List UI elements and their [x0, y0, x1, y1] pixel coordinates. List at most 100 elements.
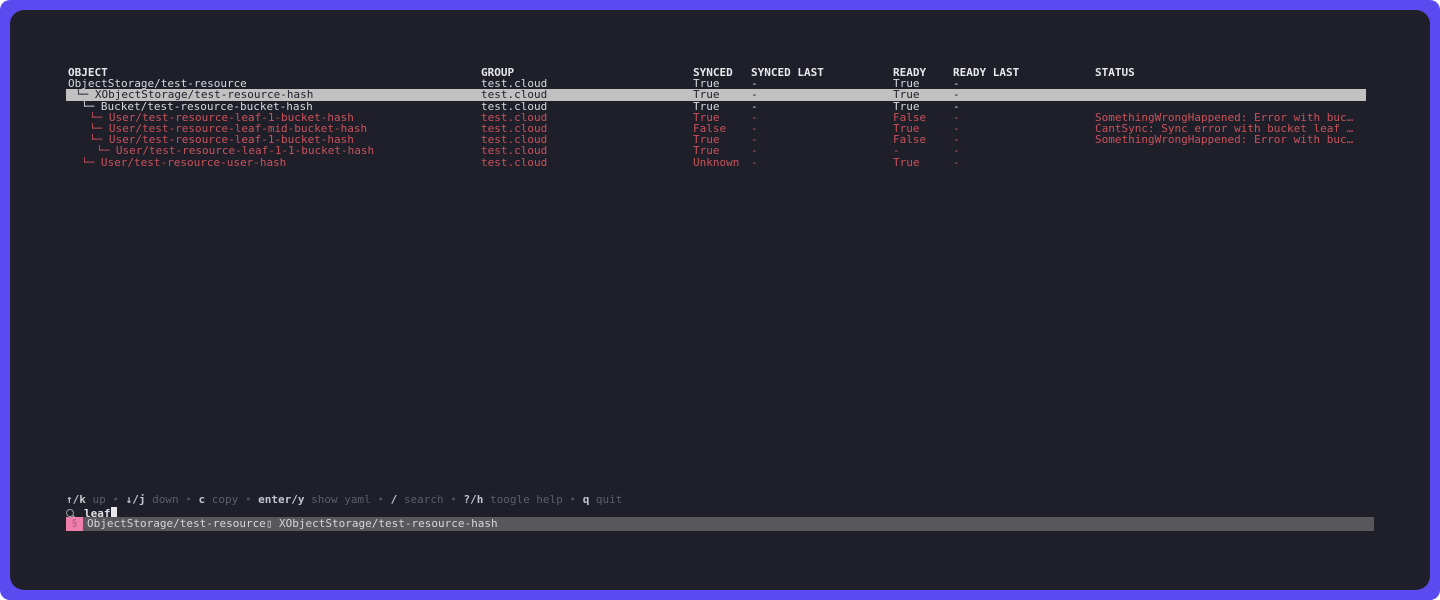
ready-last-cell: -: [953, 100, 960, 112]
resource-name: Bucket/test-resource-bucket-hash: [100, 100, 313, 112]
hint-key: ↓/j: [125, 493, 146, 506]
ready-last-cell: -: [953, 78, 960, 90]
hint-label: quit: [589, 493, 623, 506]
hint-separator: •: [178, 493, 199, 506]
resource-object-cell: ObjectStorage/test-resource: [68, 78, 481, 89]
ready-cell: True: [893, 78, 920, 90]
breadcrumb-badge-icon: §: [66, 517, 83, 531]
tree-branch-icon: └─: [89, 134, 109, 146]
hint-key: enter/y: [258, 493, 305, 506]
hint-label: up: [85, 493, 106, 506]
synced-cell: Unknown: [693, 156, 740, 168]
column-header-synced: SYNCED: [693, 67, 733, 79]
hint-label: search: [397, 493, 444, 506]
resource-object-cell: └─ User/test-resource-leaf-mid-bucket-ha…: [68, 123, 481, 134]
hint-separator: •: [443, 493, 464, 506]
synced-cell: True: [693, 78, 720, 90]
hint-separator: •: [105, 493, 126, 506]
hint-key: q: [582, 493, 590, 506]
synced-last-cell: -: [751, 145, 758, 157]
hint-label: toogle help: [483, 493, 563, 506]
ready-last-cell: -: [953, 156, 960, 168]
synced-cell: True: [693, 145, 720, 157]
ready-last-cell: -: [953, 89, 960, 101]
group-cell: test.cloud: [481, 78, 548, 90]
resource-object-cell: └─ User/test-resource-leaf-1-1-bucket-ha…: [68, 145, 481, 156]
resource-name: User/test-resource-leaf-1-1-bucket-hash: [115, 145, 375, 157]
synced-cell: True: [693, 134, 720, 146]
status-cell: CantSync: Sync error with bucket leaf …: [1095, 122, 1354, 135]
resource-table: OBJECT GROUP SYNCED SYNCED LAST READY RE…: [66, 67, 1366, 168]
hint-separator: •: [238, 493, 259, 506]
group-cell: test.cloud: [481, 89, 548, 101]
resource-row[interactable]: └─ Bucket/test-resource-bucket-hash test.…: [66, 101, 1366, 112]
resource-row[interactable]: └─ User/test-resource-leaf-1-1-bucket-ha…: [66, 145, 1366, 156]
column-header-ready: READY: [893, 67, 927, 79]
breadcrumb-bar: § ObjectStorage/test-resource ▯ XObjectS…: [66, 517, 1374, 531]
hint-label: down: [145, 493, 179, 506]
resource-row-selected[interactable]: └─ XObjectStorage/test-resource-hash test…: [66, 89, 1366, 101]
resource-object-cell: └─ User/test-resource-user-hash: [68, 157, 481, 168]
tree-branch-icon: └─: [81, 156, 101, 168]
resource-name: User/test-resource-leaf-mid-bucket-hash: [108, 122, 368, 135]
resource-name: User/test-resource-leaf-1-bucket-hash: [108, 134, 354, 146]
ready-cell: True: [893, 89, 920, 101]
status-cell: [1095, 78, 1360, 89]
column-header-synced-last: SYNCED LAST: [751, 67, 824, 79]
status-cell: SomethingWrongHappened: Error with buc…: [1095, 111, 1354, 123]
ready-cell: True: [893, 100, 920, 112]
search-bar[interactable]: leaf: [66, 506, 118, 520]
status-cell: [1095, 157, 1360, 168]
synced-last-cell: -: [751, 100, 758, 112]
group-cell: test.cloud: [481, 111, 548, 123]
resource-row[interactable]: └─ User/test-resource-user-hash test.clou…: [66, 157, 1366, 168]
synced-last-cell: -: [751, 89, 758, 101]
breadcrumb-root: ObjectStorage/test-resource: [87, 517, 266, 530]
resource-row[interactable]: └─ User/test-resource-leaf-mid-bucket-ha…: [66, 123, 1366, 134]
hint-label: show yaml: [304, 493, 371, 506]
keybinding-hints: ↑/k up • ↓/j down • c copy • enter/y sho…: [66, 494, 622, 506]
resource-row[interactable]: └─ User/test-resource-leaf-1-bucket-hash…: [66, 134, 1366, 145]
resource-name: User/test-resource-user-hash: [100, 156, 287, 168]
ready-cell: True: [893, 122, 920, 135]
ready-cell: -: [893, 145, 900, 157]
magnifier-icon: [66, 508, 77, 519]
hint-label: copy: [205, 493, 239, 506]
synced-cell: True: [693, 100, 720, 112]
hint-key: c: [198, 493, 206, 506]
resource-name: XObjectStorage/test-resource-hash: [94, 89, 314, 101]
status-cell: [1095, 145, 1360, 156]
hint-key: ↑/k: [66, 493, 86, 506]
ready-last-cell: -: [953, 111, 960, 123]
resource-row[interactable]: ObjectStorage/test-resource test.cloud Tru…: [66, 78, 1366, 89]
tree-branch-icon: └─: [96, 145, 116, 157]
status-cell: [1095, 89, 1360, 100]
ready-cell: False: [893, 111, 927, 123]
group-cell: test.cloud: [481, 134, 548, 146]
ready-cell: False: [893, 134, 927, 146]
ready-last-cell: -: [953, 145, 960, 157]
synced-cell: True: [693, 89, 720, 101]
hint-separator: •: [370, 493, 391, 506]
text-cursor: [110, 507, 118, 519]
resource-object-cell: └─ Bucket/test-resource-bucket-hash: [68, 101, 481, 112]
table-header-row: OBJECT GROUP SYNCED SYNCED LAST READY RE…: [66, 67, 1366, 78]
breadcrumb-separator-icon: ▯: [265, 517, 273, 530]
column-header-object: OBJECT: [68, 67, 108, 79]
resource-object-cell: └─ User/test-resource-leaf-1-bucket-hash: [68, 134, 481, 145]
ready-cell: True: [893, 156, 920, 168]
resource-row[interactable]: └─ User/test-resource-leaf-1-bucket-hash…: [66, 112, 1366, 123]
search-input[interactable]: leaf: [84, 506, 111, 520]
resource-name: User/test-resource-leaf-1-bucket-hash: [108, 111, 354, 123]
tree-branch-icon: └─: [75, 89, 95, 101]
synced-last-cell: -: [751, 78, 758, 90]
terminal-panel: OBJECT GROUP SYNCED SYNCED LAST READY RE…: [10, 10, 1430, 590]
column-header-ready-last: READY LAST: [953, 67, 1020, 79]
hint-separator: •: [562, 493, 583, 506]
tree-branch-icon: └─: [81, 100, 101, 112]
ready-last-cell: -: [953, 134, 960, 146]
resource-object-cell: └─ XObjectStorage/test-resource-hash: [68, 89, 481, 100]
synced-last-cell: -: [751, 134, 758, 146]
tree-branch-icon: └─: [89, 111, 109, 123]
